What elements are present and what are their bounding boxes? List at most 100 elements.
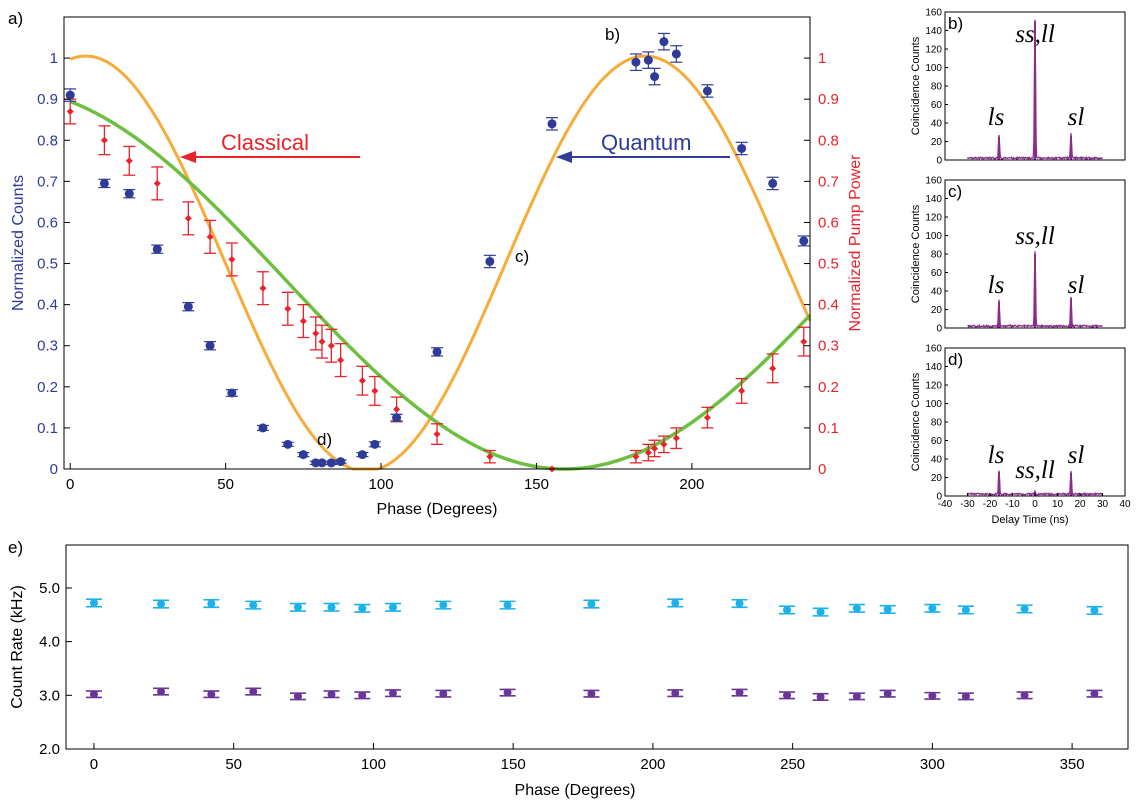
- peak-label-sl: sl: [1068, 272, 1085, 299]
- panel-b: 0 20 40 60 80 100 120 140 160 Coincidence Counts b…: [910, 8, 1126, 167]
- quantum-point: [768, 178, 778, 188]
- inset-ylabel: Coincidence Counts: [910, 36, 922, 135]
- rate-point: [852, 604, 861, 613]
- rate-point: [503, 601, 512, 610]
- e-x-tick-label: 300: [920, 756, 945, 773]
- rate-point: [816, 608, 825, 617]
- inset-y-tick-label: 140: [925, 194, 942, 205]
- panel-a-label-b: b): [605, 25, 620, 44]
- classical-point: [100, 136, 108, 144]
- y-tick-label: 0: [50, 461, 58, 478]
- quantum-annotation: Quantum: [601, 130, 692, 155]
- quantum-point: [99, 178, 109, 188]
- inset-x-tick-label: 30: [1097, 499, 1109, 510]
- y-tick-label: 0.2: [37, 379, 58, 396]
- classical-point: [769, 364, 777, 372]
- rate-point: [207, 599, 216, 608]
- y2-tick-label: 0.5: [818, 256, 839, 273]
- e-x-tick-label: 150: [501, 756, 526, 773]
- rate-point: [439, 689, 448, 698]
- y2-tick-label: 0.6: [818, 214, 839, 231]
- panel-a-label-c: c): [515, 247, 529, 266]
- classical-point: [206, 233, 214, 241]
- x-tick-label: 0: [66, 476, 74, 493]
- classical-point: [632, 453, 640, 461]
- quantum-point: [643, 55, 653, 65]
- panel-a-ylabel: Normalized Counts: [10, 175, 27, 311]
- rate-point: [157, 600, 166, 609]
- classical-point: [284, 305, 292, 313]
- panel-a-label-d: d): [317, 430, 332, 449]
- quantum-point: [671, 49, 681, 59]
- panel-c: 0 20 40 60 80 100 120 140 160 Coincidence Counts c…: [910, 176, 1126, 335]
- coincidence-trace: [967, 251, 1103, 329]
- quantum-arrowhead: [556, 151, 572, 163]
- inset-y-tick-label: 100: [925, 63, 942, 74]
- inset-y-tick-label: 160: [925, 8, 942, 19]
- inset-y-tick-label: 60: [931, 436, 943, 447]
- inset-y-tick-label: 0: [936, 324, 942, 335]
- classical-point: [259, 284, 267, 292]
- inset-ylabel: Coincidence Counts: [910, 204, 922, 303]
- panel-d: 0 20 40 60 80 100 120 140 160 -40 -30 -20 -10 0 10 20 30…: [910, 344, 1131, 511]
- inset-y-tick-label: 160: [925, 176, 942, 187]
- peak-label-ss-ll: ss,ll: [1015, 457, 1055, 484]
- panel-e: 0 50 100 150 200 250 300 350 2.0 3.0 4.0 5.0 e) Pha…: [8, 538, 1129, 799]
- quantum-point: [152, 244, 162, 254]
- peak-label-ls: ls: [988, 272, 1005, 299]
- classical-point: [703, 414, 711, 422]
- inset-panel-label: b): [948, 14, 963, 33]
- classical-point: [312, 329, 320, 337]
- panel-a-y2label: Normalized Pump Power: [847, 154, 864, 332]
- rate-point: [735, 688, 744, 697]
- rate-point: [816, 692, 825, 701]
- inset-x-tick-label: -30: [960, 499, 975, 510]
- rate-point: [293, 603, 302, 612]
- rate-point: [388, 603, 397, 612]
- quantum-point: [311, 458, 321, 468]
- inset-y-tick-label: 160: [925, 344, 942, 355]
- inset-panel-label: c): [948, 182, 962, 201]
- e-y-tick-label: 5.0: [39, 580, 60, 597]
- rate-point: [928, 691, 937, 700]
- peak-label-sl: sl: [1068, 104, 1085, 131]
- panel-e-ylabel: Count Rate (kHz): [9, 585, 26, 709]
- rate-point: [293, 692, 302, 701]
- peak-label-sl: sl: [1068, 442, 1085, 469]
- quantum-point: [326, 458, 336, 468]
- rate-point: [358, 604, 367, 613]
- rate-point: [157, 687, 166, 696]
- e-x-tick-label: 200: [640, 756, 665, 773]
- rate-point: [783, 605, 792, 614]
- panel-e-label: e): [8, 538, 23, 557]
- classical-point: [800, 338, 808, 346]
- rate-point: [883, 605, 892, 614]
- inset-y-tick-label: 100: [925, 399, 942, 410]
- classical-point: [153, 179, 161, 187]
- y2-tick-label: 0.3: [818, 338, 839, 355]
- rate-point: [783, 691, 792, 700]
- e-x-tick-label: 250: [780, 756, 805, 773]
- quantum-point: [432, 347, 442, 357]
- peak-label-ls: ls: [988, 442, 1005, 469]
- classical-point: [371, 387, 379, 395]
- y-tick-label: 0.6: [37, 214, 58, 231]
- inset-y-tick-label: 60: [931, 268, 943, 279]
- x-tick-label: 100: [369, 476, 394, 493]
- quantum-point: [227, 388, 237, 398]
- rate-point: [89, 690, 98, 699]
- inset-x-tick-label: -10: [1005, 499, 1020, 510]
- rate-point: [671, 689, 680, 698]
- inset-y-tick-label: 80: [931, 82, 943, 93]
- rate-point: [207, 690, 216, 699]
- inset-y-tick-label: 120: [925, 381, 942, 392]
- rate-point: [388, 689, 397, 698]
- inset-ylabel: Coincidence Counts: [910, 372, 922, 471]
- rate-point: [1090, 689, 1099, 698]
- e-y-tick-label: 4.0: [39, 634, 60, 651]
- rate-point: [735, 599, 744, 608]
- rate-point: [358, 691, 367, 700]
- y-tick-label: 1: [50, 50, 58, 67]
- classical-point: [672, 434, 680, 442]
- e-x-tick-label: 100: [361, 756, 386, 773]
